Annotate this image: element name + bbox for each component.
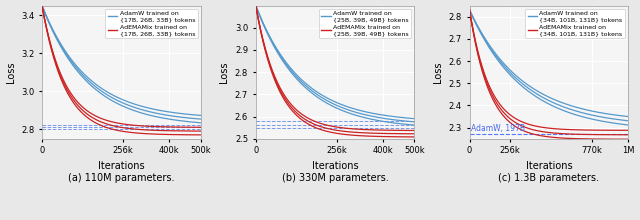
Text: AdamW, 197B: AdamW, 197B [471, 124, 525, 133]
X-axis label: Iterations: Iterations [525, 161, 572, 171]
Title: (b) 330M parameters.: (b) 330M parameters. [282, 173, 388, 183]
Legend: AdamW trained on
{34B, 101B, 131B} tokens, AdEMAMix trained on
{34B, 101B, 131B}: AdamW trained on {34B, 101B, 131B} token… [525, 9, 625, 38]
Y-axis label: Loss: Loss [220, 61, 229, 83]
X-axis label: Iterations: Iterations [98, 161, 145, 171]
X-axis label: Iterations: Iterations [312, 161, 358, 171]
Title: (c) 1.3B parameters.: (c) 1.3B parameters. [499, 173, 599, 183]
Y-axis label: Loss: Loss [6, 61, 15, 83]
Legend: AdamW trained on
{17B, 26B, 33B} tokens, AdEMAMix trained on
{17B, 26B, 33B} tok: AdamW trained on {17B, 26B, 33B} tokens,… [105, 9, 198, 38]
Title: (a) 110M parameters.: (a) 110M parameters. [68, 173, 175, 183]
Y-axis label: Loss: Loss [433, 61, 443, 83]
Legend: AdamW trained on
{25B, 39B, 49B} tokens, AdEMAMix trained on
{25B, 39B, 49B} tok: AdamW trained on {25B, 39B, 49B} tokens,… [319, 9, 412, 38]
